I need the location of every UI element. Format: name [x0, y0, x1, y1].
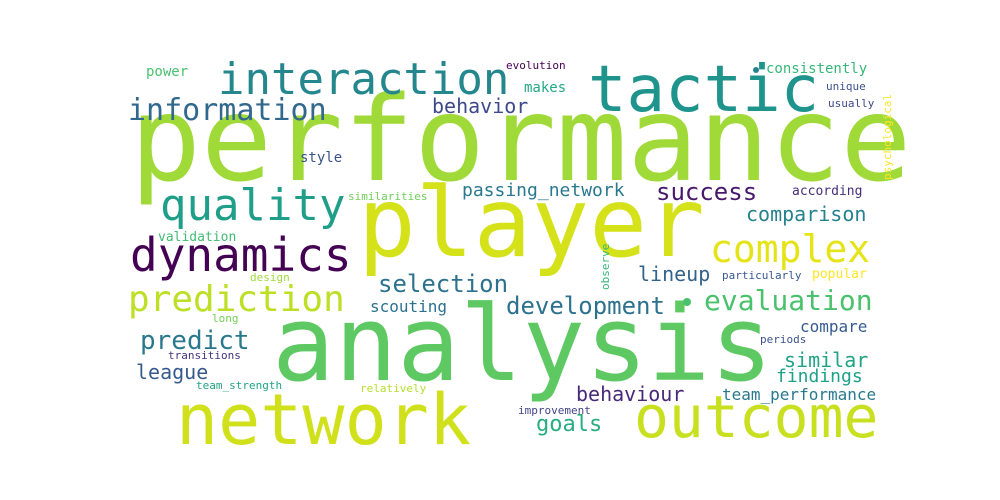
- word-performance: performance: [130, 70, 912, 208]
- word-quality: quality: [160, 180, 346, 231]
- word-information: information: [128, 93, 327, 128]
- word-power: power: [146, 64, 189, 80]
- word-prediction: prediction: [128, 279, 345, 320]
- word-relatively: periods: [760, 333, 807, 346]
- word-interaction: interaction: [218, 54, 510, 105]
- word-scouting: scouting: [370, 297, 448, 316]
- word-particularly: similarities: [348, 190, 428, 203]
- word-passing-network: passing_network: [462, 180, 625, 201]
- word-psychological: relatively: [360, 382, 427, 395]
- word-team-performance: team_performance: [722, 385, 877, 404]
- word-makes: makes: [524, 80, 567, 96]
- word-predict: predict: [140, 326, 250, 356]
- word-success: success: [656, 178, 758, 206]
- word-consistently: consistently: [766, 61, 868, 77]
- word-outcome: outcome: [634, 383, 879, 451]
- word-tactic: tactic: [588, 53, 820, 127]
- word-design: observe: [599, 243, 612, 290]
- word-development: development: [506, 292, 665, 320]
- word-according: according: [792, 184, 863, 199]
- word-network: network: [176, 379, 472, 461]
- word-transitions: design: [250, 271, 290, 284]
- word-analysis: analysis: [272, 283, 773, 405]
- word-similar: similar: [784, 348, 869, 372]
- word-usually: usually: [828, 97, 875, 110]
- decorative-dot: [753, 67, 759, 73]
- word-evaluation: evaluation: [704, 284, 873, 317]
- word-compare: compare: [800, 317, 868, 336]
- word-long: particularly: [722, 269, 802, 282]
- word-improvement: team_strength: [196, 379, 283, 392]
- word-selection: selection: [378, 270, 509, 298]
- word-player: player: [358, 167, 705, 279]
- word-observe: improvement: [518, 404, 591, 417]
- word-complex: complex: [710, 227, 871, 271]
- word-lineup: lineup: [638, 262, 711, 286]
- word-team-strength: transitions: [168, 349, 241, 362]
- word-dynamics: dynamics: [130, 228, 352, 282]
- word-league: league: [136, 360, 209, 384]
- word-unique: unique: [826, 80, 866, 93]
- word-similarities: psychological: [881, 93, 894, 180]
- decorative-dot: [683, 298, 691, 306]
- word-goals: goals: [536, 412, 603, 437]
- word-behavior: behavior: [432, 94, 529, 118]
- word-findings: findings: [776, 366, 863, 387]
- word-periods: long: [212, 312, 239, 325]
- word-popular: popular: [812, 267, 867, 282]
- word-evolution: evolution: [506, 59, 566, 72]
- word-validation: validation: [158, 230, 237, 245]
- word-behaviour: behaviour: [576, 382, 685, 406]
- word-style: style: [300, 150, 343, 166]
- word-comparison: comparison: [746, 202, 867, 226]
